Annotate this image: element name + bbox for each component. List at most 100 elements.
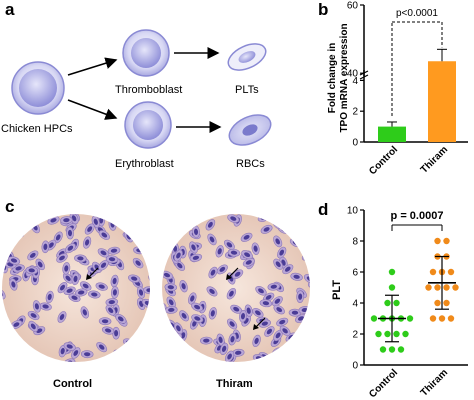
y-axis-label-line: Fold change in [327,43,338,114]
blood-cell-icon [272,214,282,218]
blood-cell-icon [0,323,2,336]
blood-cell-icon [148,308,150,318]
blood-cell-icon [118,348,126,361]
blood-cell-icon [82,236,92,249]
blood-cell-icon [37,214,46,215]
blood-cell-icon [57,311,67,323]
blood-cell-icon [227,214,240,223]
blood-cell-icon [297,230,309,240]
x-tick-label: Thiram [419,367,450,398]
blood-cell-icon [279,325,291,336]
y-tick-label: 2 [352,330,358,341]
y-tick-label: 0 [352,138,358,149]
data-point-thiram [443,284,450,291]
y-tick-label: 0 [352,361,358,372]
arrow-hpc-to-erythro [67,99,118,120]
blood-cell-icon [230,304,243,314]
blood-cell-icon [208,307,217,320]
blood-cell-icon [110,286,119,299]
blood-cell-icon [2,242,10,256]
data-point-thiram [429,268,437,276]
blood-cell-icon [227,318,238,330]
blood-cell-icon [16,210,30,215]
blood-cell-icon [151,234,162,248]
blood-cell-icon [282,264,294,275]
blood-cell-icon [39,302,52,311]
blood-cell-icon [288,308,302,317]
blood-cell-icon [40,214,49,219]
blood-cell-icon [105,298,119,307]
blood-cell-icon [273,258,284,270]
blood-cell-icon [205,219,216,231]
data-point-thiram [447,268,455,276]
blood-cell-icon [226,287,237,300]
blood-cell-icon [133,353,143,362]
blood-cell-icon [162,245,165,254]
blood-cell-icon [273,304,285,315]
p-value-annotation: p = 0.0007 [391,210,444,222]
blood-cell-icon [9,278,18,291]
blood-cell-icon [188,292,197,305]
x-tick-label: Control [367,144,400,177]
blood-cell-icon [53,231,63,244]
blood-cell-icon [17,349,26,362]
data-point-control [406,315,414,322]
erythroblast-label: Erythroblast [115,158,174,170]
blood-cell-icon [27,250,39,261]
blood-cell-icon [27,310,40,321]
data-point-thiram [447,315,455,322]
blood-cell-icon [241,250,253,260]
hpc-cell-icon [11,61,65,115]
blood-cell-icon [262,360,276,362]
blood-cell-icon [84,223,95,235]
blood-cell-icon [45,290,54,304]
blood-cell-icon [3,214,15,224]
blood-cell-icon [105,255,119,264]
blood-cell-icon [80,350,94,359]
blood-cell-icon [307,280,310,289]
blood-cell-icon [71,272,80,286]
blood-cell-icon [64,243,76,254]
blood-cell-icon [107,246,121,255]
blood-cell-icon [173,249,183,262]
blood-cell-icon [41,240,50,254]
blood-cell-icon [164,283,178,292]
data-point-control [370,315,378,322]
blood-cell-icon [166,342,178,353]
blood-cell-icon [231,362,243,370]
blood-cell-icon [227,248,241,257]
blood-cell-icon [162,270,174,280]
blood-cell-icon [63,342,76,351]
blood-cell-icon [10,345,20,358]
smear-arrow-icon [226,267,239,280]
blood-cell-icon [128,274,141,283]
data-point-control [375,330,382,338]
blood-cell-icon [208,266,218,279]
blood-cell-icon [105,304,116,316]
blood-cell-icon [297,221,308,233]
blood-cell-icon [2,253,5,266]
data-point-thiram [434,299,441,307]
blood-cell-icon [28,320,39,333]
y-axis-label-line: TPO mRNA expression [339,23,350,132]
blood-cell-icon [231,348,245,357]
blood-cell-icon [242,257,255,267]
blood-smear-micrographs [0,210,310,370]
platelet-cell-icon [227,43,267,71]
hpc-label: Chicken HPCs [1,123,73,135]
blood-cell-icon [223,239,235,250]
blood-cell-icon [144,351,150,361]
blood-cell-icon [42,214,56,217]
blood-cell-icon [299,214,310,219]
blood-cell-icon [305,345,310,357]
blood-cell-icon [3,351,15,362]
blood-cell-icon [143,286,150,295]
data-point-thiram [429,315,437,322]
blood-cell-icon [290,272,303,281]
blood-cell-icon [264,326,275,337]
blood-cell-icon [98,230,110,240]
blood-cell-icon [231,269,244,280]
blood-cell-icon [30,214,40,223]
blood-cell-icon [149,338,150,349]
y-tick-label: 60 [347,1,359,12]
